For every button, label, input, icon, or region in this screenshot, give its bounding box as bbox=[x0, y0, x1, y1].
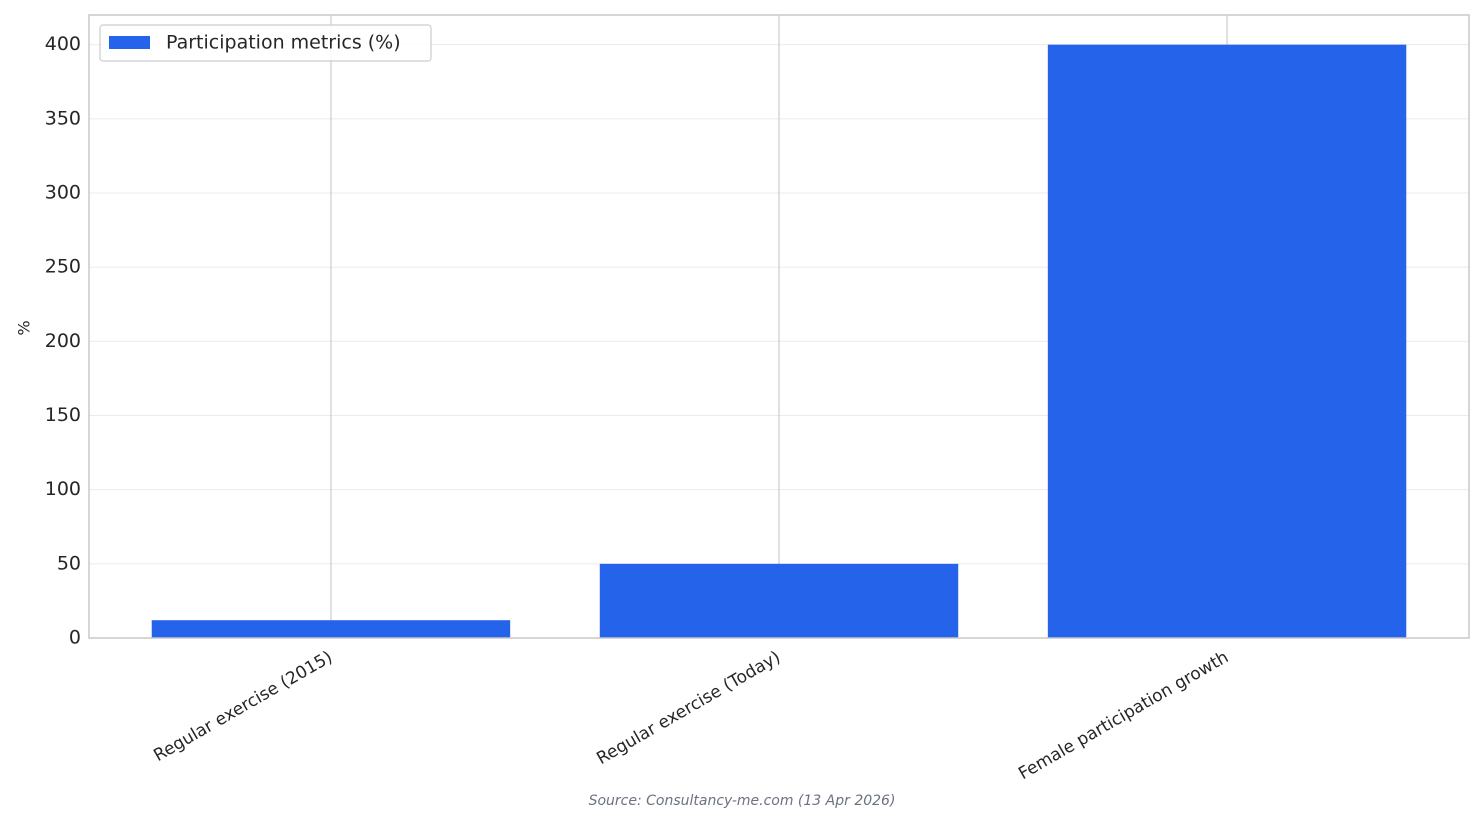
bar bbox=[151, 620, 511, 638]
y-tick-label: 150 bbox=[45, 404, 81, 426]
y-tick-label: 50 bbox=[57, 552, 81, 574]
y-tick-label: 400 bbox=[45, 33, 81, 55]
legend-label: Participation metrics (%) bbox=[166, 32, 401, 54]
y-tick-label: 250 bbox=[45, 256, 81, 278]
y-tick-label: 300 bbox=[45, 182, 81, 204]
x-tick-label: Regular exercise (2015) bbox=[150, 647, 336, 766]
y-axis-label: % bbox=[15, 320, 34, 335]
plot-frame bbox=[88, 14, 1470, 639]
bar bbox=[599, 563, 959, 638]
legend-swatch bbox=[109, 36, 150, 49]
x-tick-label: Female participation growth bbox=[1015, 647, 1232, 784]
legend-box bbox=[99, 24, 432, 62]
y-tick-label: 350 bbox=[45, 107, 81, 129]
y-tick-label: 100 bbox=[45, 478, 81, 500]
source-note: Source: Consultancy-me.com (13 Apr 2026) bbox=[589, 793, 896, 809]
x-tick-label: Regular exercise (Today) bbox=[593, 647, 784, 769]
y-tick-label: 0 bbox=[69, 627, 81, 649]
y-tick-label: 200 bbox=[45, 330, 81, 352]
bar bbox=[1047, 44, 1407, 638]
